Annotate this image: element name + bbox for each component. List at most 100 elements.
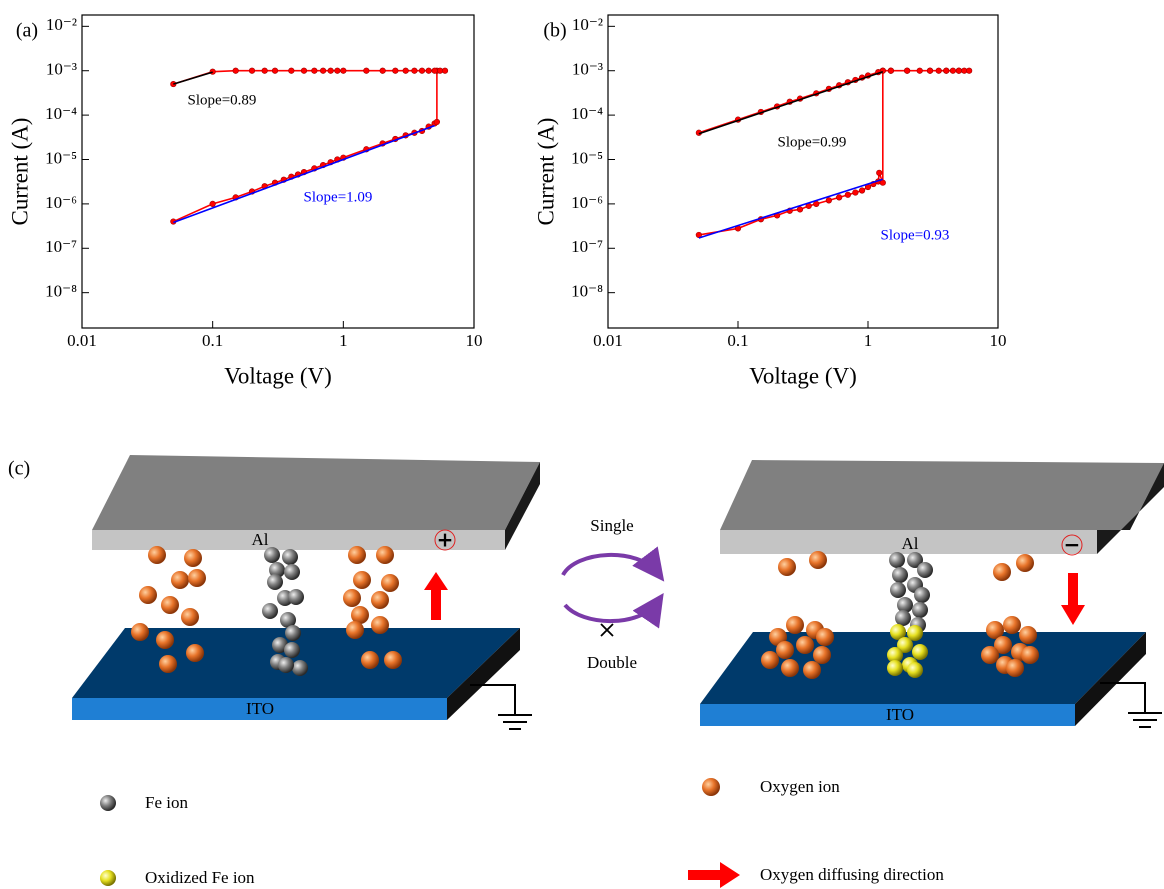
- ion: [288, 589, 304, 605]
- data-point: [853, 190, 859, 196]
- x-tick-label: 0.01: [593, 331, 623, 350]
- ion: [381, 574, 399, 592]
- ion: [1006, 659, 1024, 677]
- data-point: [917, 68, 923, 74]
- figure: (a)0.010.111010⁻²10⁻³10⁻⁴10⁻⁵10⁻⁶10⁻⁷10⁻…: [0, 0, 1164, 889]
- ion: [346, 621, 364, 639]
- x-tick-label: 1: [864, 331, 873, 350]
- ion: [284, 564, 300, 580]
- ion: [917, 562, 933, 578]
- ion: [895, 610, 911, 626]
- y-tick-label: 10⁻⁵: [571, 148, 603, 167]
- ion: [776, 641, 794, 659]
- ion: [889, 552, 905, 568]
- ion: [282, 549, 298, 565]
- ion: [376, 546, 394, 564]
- data-point: [210, 69, 216, 75]
- ground: [470, 685, 532, 729]
- ion: [761, 651, 779, 669]
- data-point: [950, 68, 956, 74]
- data-point: [412, 68, 418, 74]
- ion: [993, 563, 1011, 581]
- arrow-up: [424, 572, 448, 620]
- y-tick-label: 10⁻⁷: [571, 237, 603, 256]
- data-point: [826, 198, 832, 204]
- ion: [1003, 616, 1021, 634]
- cycle-arrow: [563, 555, 657, 575]
- data-point: [301, 68, 307, 74]
- ion: [887, 660, 903, 676]
- panel-label: (c): [8, 458, 30, 480]
- ion: [892, 567, 908, 583]
- ion: [186, 644, 204, 662]
- x-tick-label: 0.1: [202, 331, 223, 350]
- data-point: [328, 68, 334, 74]
- data-point: [876, 170, 882, 176]
- electrode-label: ITO: [886, 705, 914, 724]
- ion: [267, 574, 283, 590]
- ion: [384, 651, 402, 669]
- y-tick-label: 10⁻³: [46, 60, 77, 79]
- ion: [181, 608, 199, 626]
- ion: [1021, 646, 1039, 664]
- annotation: Slope=0.89: [188, 92, 257, 108]
- ion: [184, 549, 202, 567]
- electrode-label: Al: [902, 534, 919, 553]
- data-point: [836, 195, 842, 201]
- legend-label: Oxygen ion: [760, 777, 840, 796]
- y-tick-label: 10⁻³: [572, 60, 603, 79]
- ion: [156, 631, 174, 649]
- polarity: −: [1064, 533, 1081, 557]
- data-point: [419, 68, 425, 74]
- al-top: [720, 460, 1164, 530]
- data-point: [320, 68, 326, 74]
- electrode-label: Al: [252, 530, 269, 549]
- chart: (a)0.010.111010⁻²10⁻³10⁻⁴10⁻⁵10⁻⁶10⁻⁷10⁻…: [7, 15, 482, 388]
- ion: [343, 589, 361, 607]
- ion: [188, 569, 206, 587]
- ion: [285, 625, 301, 641]
- ion: [912, 602, 928, 618]
- right-device: Al − ITO: [700, 460, 1164, 727]
- ion: [131, 623, 149, 641]
- data-point: [233, 68, 239, 74]
- ion: [813, 646, 831, 664]
- al-top: [92, 455, 540, 530]
- data-point: [936, 68, 942, 74]
- data-point: [341, 68, 347, 74]
- y-tick-label: 10⁻⁸: [571, 282, 603, 301]
- panel-label: (a): [16, 20, 38, 42]
- data-point: [380, 68, 386, 74]
- y-tick-label: 10⁻⁴: [571, 104, 603, 123]
- y-tick-label: 10⁻⁶: [45, 193, 77, 212]
- ion: [890, 582, 906, 598]
- y-tick-label: 10⁻⁷: [45, 237, 77, 256]
- y-axis-title: Current (A): [533, 118, 558, 226]
- legend-icon: [688, 862, 740, 888]
- data-point: [272, 68, 278, 74]
- ion: [139, 586, 157, 604]
- ion: [353, 571, 371, 589]
- data-point: [426, 68, 432, 74]
- plot-frame: [82, 15, 474, 328]
- x-axis-title: Voltage (V): [224, 363, 332, 388]
- x-tick-label: 0.01: [67, 331, 97, 350]
- data-point: [289, 68, 295, 74]
- data-point: [859, 188, 865, 194]
- ion: [262, 603, 278, 619]
- ion: [781, 659, 799, 677]
- legend-icon: [702, 778, 720, 796]
- ion: [171, 571, 189, 589]
- ion: [786, 616, 804, 634]
- x-tick-label: 1: [339, 331, 348, 350]
- y-tick-label: 10⁻⁸: [45, 282, 77, 301]
- chart: (b)0.010.111010⁻²10⁻³10⁻⁴10⁻⁵10⁻⁶10⁻⁷10⁻…: [533, 15, 1006, 388]
- data-point: [797, 207, 803, 213]
- ion: [816, 628, 834, 646]
- ion: [361, 651, 379, 669]
- ion: [278, 657, 294, 673]
- legend-icon: [100, 795, 116, 811]
- y-tick-label: 10⁻⁶: [571, 193, 603, 212]
- y-tick-label: 10⁻²: [572, 15, 603, 34]
- data-point: [943, 68, 949, 74]
